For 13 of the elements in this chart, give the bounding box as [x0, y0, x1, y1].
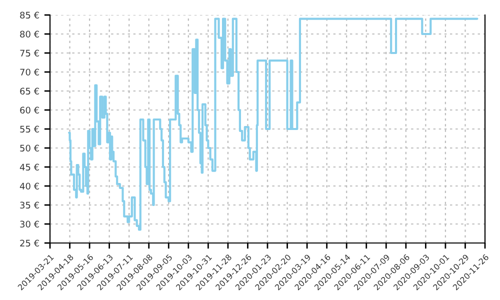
y-tick-label: 30 €	[20, 220, 39, 228]
y-tick-label: 35 €	[20, 202, 39, 209]
y-tick-label: 65 €	[20, 88, 39, 95]
y-tick-label: 40 €	[20, 182, 39, 190]
y-tick-label: 60 €	[20, 106, 39, 114]
y-tick-label: 25 €	[20, 240, 39, 247]
y-tick-label: 80 €	[20, 30, 39, 38]
y-tick-label: 70 €	[20, 68, 39, 76]
y-tick-label: 45 €	[20, 164, 39, 171]
y-tick-label: 85 €	[20, 12, 39, 19]
y-tick-label: 50 €	[20, 144, 39, 152]
y-tick-label: 75 €	[20, 50, 39, 57]
y-tick-label: 55 €	[20, 126, 39, 133]
